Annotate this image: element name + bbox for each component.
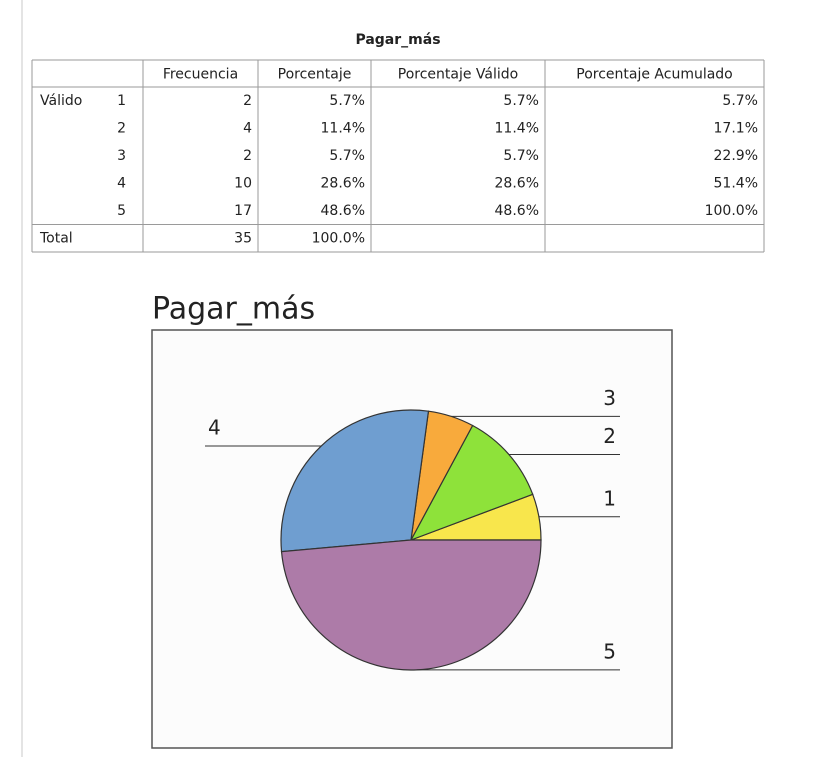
row-label: 5 (117, 203, 126, 219)
slice-label: 5 (603, 639, 616, 663)
table-cell: 22.9% (714, 148, 758, 164)
column-header: Frecuencia (163, 67, 238, 83)
row-label: 3 (117, 148, 126, 164)
table-cell: 28.6% (321, 175, 365, 191)
column-header: Porcentaje (278, 67, 352, 83)
table-cell: 35 (234, 230, 252, 246)
row-label: 2 (117, 120, 126, 136)
table-cell: 48.6% (495, 203, 539, 219)
chart-title: Pagar_más (152, 292, 315, 327)
table-cell: 2 (243, 148, 252, 164)
table-title: Pagar_más (355, 32, 440, 48)
table-cell: 4 (243, 120, 252, 136)
table-cell: 48.6% (321, 203, 365, 219)
table-cell: 51.4% (714, 175, 758, 191)
row-label: 4 (117, 175, 126, 191)
table-cell: 5.7% (503, 93, 539, 109)
table-cell: 100.0% (312, 230, 365, 246)
row-label: Total (39, 230, 73, 246)
table-cell: 17 (234, 203, 252, 219)
table-cell: 28.6% (495, 175, 539, 191)
pie-slice (280, 409, 430, 553)
row-label: 1 (117, 93, 126, 109)
table-cell: 5.7% (329, 93, 365, 109)
table-cell: 2 (243, 93, 252, 109)
slice-label: 2 (603, 424, 616, 448)
table-cell: 100.0% (705, 203, 758, 219)
table-cell: 5.7% (503, 148, 539, 164)
row-group-label: Válido (40, 93, 82, 109)
column-header: Porcentaje Válido (398, 67, 518, 83)
table-cell: 5.7% (722, 93, 758, 109)
pie-slice (280, 539, 542, 671)
table-cell: 5.7% (329, 148, 365, 164)
table-cell: 11.4% (321, 120, 365, 136)
table-cell: 11.4% (495, 120, 539, 136)
table-cell: 17.1% (714, 120, 758, 136)
slice-label: 4 (208, 416, 221, 440)
slice-label: 3 (603, 386, 616, 410)
table-cell: 10 (234, 175, 252, 191)
column-header: Porcentaje Acumulado (576, 67, 733, 83)
slice-label: 1 (603, 486, 616, 510)
